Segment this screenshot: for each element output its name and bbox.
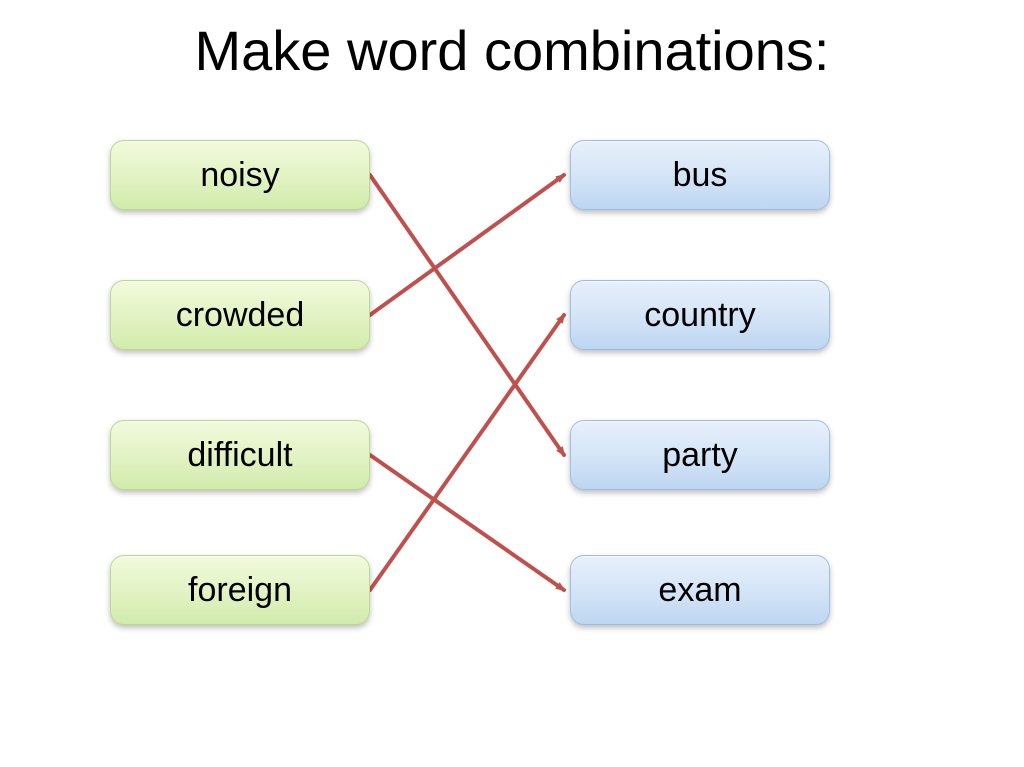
arrow-0 xyxy=(370,175,564,455)
arrows-layer xyxy=(0,0,1024,767)
arrow-1 xyxy=(370,175,564,315)
right-exam: exam xyxy=(570,555,830,625)
left-difficult: difficult xyxy=(110,420,370,490)
right-bus: bus xyxy=(570,140,830,210)
page-title: Make word combinations: xyxy=(0,0,1024,83)
right-bus-label: bus xyxy=(673,156,728,195)
arrow-2 xyxy=(370,455,564,590)
left-noisy-label: noisy xyxy=(200,156,279,195)
right-party: party xyxy=(570,420,830,490)
right-exam-label: exam xyxy=(658,571,741,610)
left-crowded-label: crowded xyxy=(176,296,305,335)
left-noisy: noisy xyxy=(110,140,370,210)
left-crowded: crowded xyxy=(110,280,370,350)
left-foreign-label: foreign xyxy=(188,571,292,610)
arrow-3 xyxy=(370,315,564,590)
right-country: country xyxy=(570,280,830,350)
left-difficult-label: difficult xyxy=(187,436,292,475)
left-foreign: foreign xyxy=(110,555,370,625)
right-party-label: party xyxy=(662,436,738,475)
right-country-label: country xyxy=(644,296,756,335)
